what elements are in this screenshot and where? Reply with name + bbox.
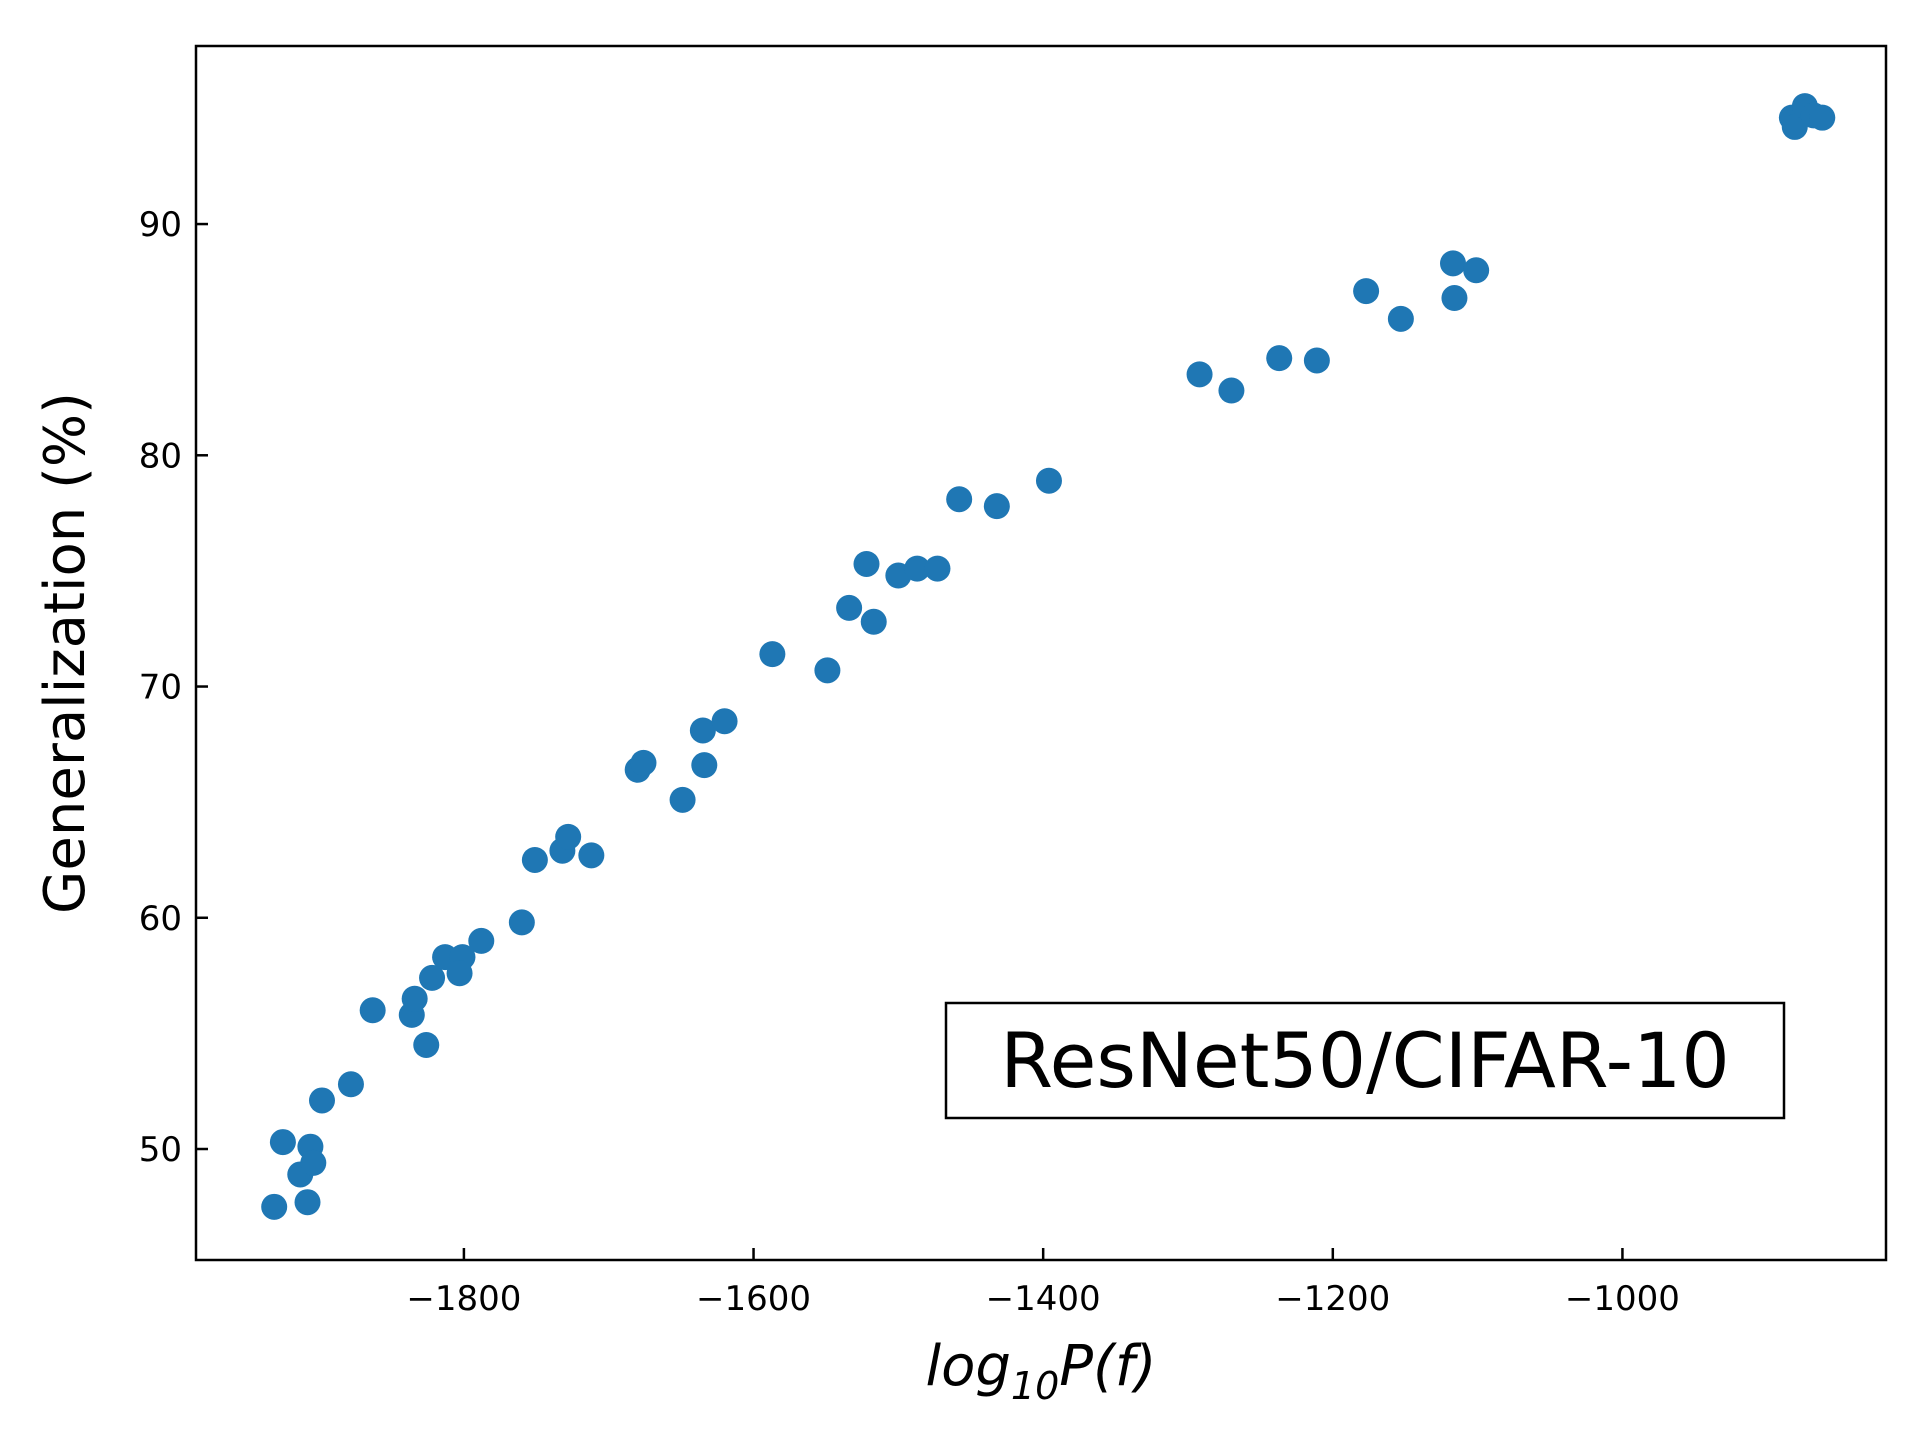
annotation-box: ResNet50/CIFAR-10	[944, 1001, 1786, 1120]
data-point	[359, 997, 386, 1024]
x-tick-label: −1000	[1565, 1279, 1680, 1319]
data-point	[983, 493, 1010, 520]
data-point	[308, 1087, 335, 1114]
data-point	[468, 927, 495, 954]
data-point	[1353, 278, 1380, 305]
data-point	[630, 749, 657, 776]
y-axis-ticks: 50 60 70 80 90	[139, 205, 208, 1170]
data-point	[413, 1031, 440, 1058]
data-point	[924, 555, 951, 582]
data-point	[1186, 361, 1213, 388]
data-point	[1463, 257, 1490, 284]
data-point	[1440, 250, 1467, 277]
plot-frame	[194, 44, 1888, 1262]
data-point	[759, 641, 786, 668]
data-point	[1266, 345, 1293, 372]
y-tick-label: 80	[139, 436, 182, 476]
data-point	[419, 964, 446, 991]
data-point	[261, 1193, 288, 1220]
data-point	[1809, 104, 1836, 131]
x-axis-label-base: log	[926, 1334, 1011, 1399]
annotation-label: ResNet50/CIFAR-10	[1000, 1016, 1730, 1105]
data-point	[689, 717, 716, 744]
data-point	[946, 486, 973, 513]
data-point	[904, 555, 931, 582]
data-point	[446, 960, 473, 987]
data-point	[853, 550, 880, 577]
y-tick-label: 60	[139, 899, 182, 939]
data-point	[1218, 377, 1245, 404]
x-axis-label-subscript: 10	[1011, 1364, 1059, 1408]
data-point	[269, 1129, 296, 1156]
data-point	[860, 608, 887, 635]
data-point	[1781, 113, 1808, 140]
data-point	[1441, 285, 1468, 312]
data-point	[300, 1149, 327, 1176]
data-point	[1303, 347, 1330, 374]
data-point	[555, 823, 582, 850]
y-axis-label: Generalization (%)	[33, 392, 98, 914]
data-point	[401, 985, 428, 1012]
data-point	[1035, 467, 1062, 494]
y-tick-label: 50	[139, 1130, 182, 1170]
annotation-frame	[944, 1001, 1786, 1120]
data-point	[578, 842, 605, 869]
x-tick-label: −1800	[406, 1279, 521, 1319]
data-point	[521, 846, 548, 873]
y-tick-label: 90	[139, 205, 182, 245]
x-axis-label-tail: P(f)	[1059, 1334, 1156, 1399]
data-point	[1387, 305, 1414, 332]
data-points	[261, 93, 1836, 1220]
y-tick-label: 70	[139, 668, 182, 708]
data-point	[337, 1071, 364, 1098]
data-point	[836, 594, 863, 621]
data-point	[294, 1189, 321, 1216]
x-tick-label: −1400	[986, 1279, 1101, 1319]
x-tick-label: −1200	[1275, 1279, 1390, 1319]
data-point	[508, 909, 535, 936]
data-point	[814, 657, 841, 684]
data-point	[711, 708, 738, 735]
data-point	[691, 752, 718, 779]
data-point	[669, 786, 696, 813]
x-axis-label: log10P(f)	[926, 1334, 1157, 1408]
x-axis-ticks: −1800 −1600 −1400 −1200 −1000	[406, 1248, 1680, 1319]
x-tick-label: −1600	[696, 1279, 811, 1319]
